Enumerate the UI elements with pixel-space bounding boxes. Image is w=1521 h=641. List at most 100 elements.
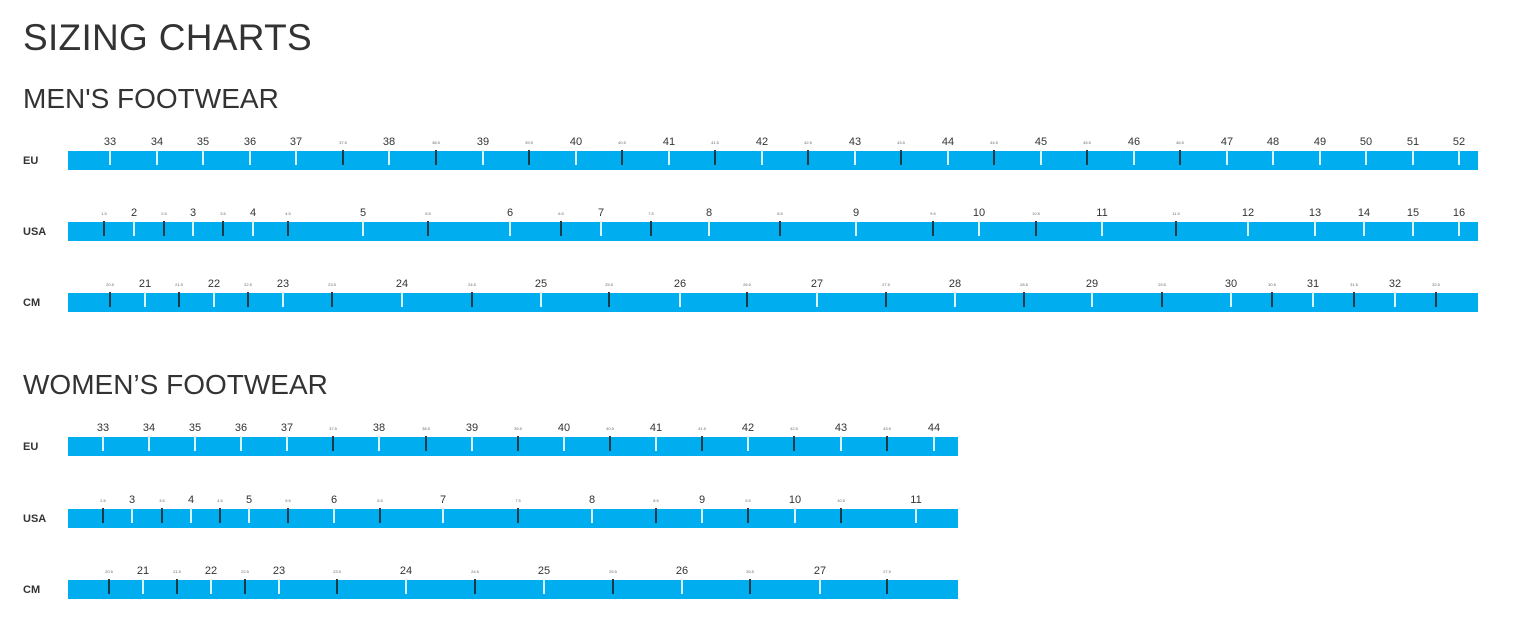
women-cm-tick bbox=[142, 579, 144, 594]
men-usa-tick-label: 13 bbox=[1308, 207, 1322, 219]
men-usa-tick bbox=[1314, 221, 1316, 236]
men-cm-tick-label: 25.5 bbox=[605, 282, 613, 287]
men-cm-tick bbox=[1353, 292, 1355, 307]
men-eu-tick bbox=[1319, 150, 1321, 165]
women-eu-tick bbox=[886, 436, 888, 451]
men-cm-tick-label: 24 bbox=[395, 278, 409, 290]
women-eu-tick-label: 38.5 bbox=[422, 426, 430, 431]
men-cm-tick bbox=[401, 292, 403, 307]
men-cm-tick-label: 30 bbox=[1224, 278, 1238, 290]
women-usa-tick bbox=[794, 508, 796, 523]
men-eu-tick-label: 40 bbox=[569, 136, 583, 148]
women-usa-row-label: USA bbox=[23, 513, 47, 525]
women-cm-tick-label: 27.5 bbox=[883, 569, 891, 574]
women-cm-tick-label: 26.5 bbox=[746, 569, 754, 574]
women-usa-tick bbox=[591, 508, 593, 523]
women-eu-tick-label: 38 bbox=[372, 422, 386, 434]
women-cm-tick bbox=[886, 579, 888, 594]
men-usa-tick-label: 4.5 bbox=[285, 211, 291, 216]
men-cm-tick-label: 22.5 bbox=[244, 282, 252, 287]
women-usa-tick bbox=[190, 508, 192, 523]
women-eu-tick-label: 44 bbox=[927, 422, 941, 434]
women-usa-tick-label: 4.5 bbox=[217, 498, 223, 503]
women-eu-tick bbox=[933, 436, 935, 451]
men-cm-tick-label: 28 bbox=[948, 278, 962, 290]
men-cm-tick bbox=[213, 292, 215, 307]
men-cm-tick-label: 27.5 bbox=[882, 282, 890, 287]
men-eu-tick-label: 35 bbox=[196, 136, 210, 148]
men-usa-tick bbox=[222, 221, 224, 236]
men-eu-tick bbox=[1458, 150, 1460, 165]
women-eu-tick-label: 41.5 bbox=[698, 426, 706, 431]
men-cm-tick-label: 23.5 bbox=[328, 282, 336, 287]
men-usa-tick-label: 11.5 bbox=[1172, 211, 1180, 216]
men-usa-tick bbox=[509, 221, 511, 236]
section-heading-women: WOMEN’S FOOTWEAR bbox=[23, 369, 328, 400]
women-eu-tick bbox=[286, 436, 288, 451]
women-cm-tick bbox=[405, 579, 407, 594]
men-cm-tick-label: 22 bbox=[207, 278, 221, 290]
men-eu-tick-label: 51 bbox=[1406, 136, 1420, 148]
women-usa-tick-label: 10.5 bbox=[837, 498, 845, 503]
men-eu-tick-label: 34 bbox=[150, 136, 164, 148]
men-eu-tick-label: 45.5 bbox=[1083, 140, 1091, 145]
men-usa-tick bbox=[932, 221, 934, 236]
men-usa-tick-label: 16 bbox=[1452, 207, 1466, 219]
women-usa-tick bbox=[442, 508, 444, 523]
men-usa-tick-label: 8.5 bbox=[777, 211, 783, 216]
women-usa-tick-label: 10 bbox=[788, 494, 802, 506]
women-eu-tick-label: 42.5 bbox=[790, 426, 798, 431]
women-cm-tick bbox=[210, 579, 212, 594]
men-eu-tick bbox=[1412, 150, 1414, 165]
men-eu-tick bbox=[528, 150, 530, 165]
women-eu-tick-label: 42 bbox=[741, 422, 755, 434]
women-eu-tick bbox=[148, 436, 150, 451]
men-usa-tick-label: 2 bbox=[130, 207, 138, 219]
women-usa-tick-label: 3 bbox=[128, 494, 136, 506]
men-usa-tick-label: 2.5 bbox=[161, 211, 167, 216]
women-eu-tick bbox=[471, 436, 473, 451]
women-usa-tick bbox=[701, 508, 703, 523]
men-cm-tick-label: 25 bbox=[534, 278, 548, 290]
men-usa-tick-label: 4 bbox=[249, 207, 257, 219]
men-cm-tick bbox=[1230, 292, 1232, 307]
women-eu-tick-label: 34 bbox=[142, 422, 156, 434]
men-cm-tick bbox=[608, 292, 610, 307]
men-eu-tick-label: 52 bbox=[1452, 136, 1466, 148]
men-eu-tick-label: 37 bbox=[289, 136, 303, 148]
women-usa-tick bbox=[161, 508, 163, 523]
men-eu-tick-label: 38.5 bbox=[432, 140, 440, 145]
men-cm-tick bbox=[746, 292, 748, 307]
men-cm-tick bbox=[816, 292, 818, 307]
men-eu-tick-label: 36 bbox=[243, 136, 257, 148]
women-eu-tick bbox=[102, 436, 104, 451]
men-eu-tick bbox=[156, 150, 158, 165]
women-cm-tick bbox=[819, 579, 821, 594]
women-cm-scale-bar bbox=[68, 580, 958, 599]
men-usa-tick bbox=[978, 221, 980, 236]
women-cm-tick bbox=[336, 579, 338, 594]
women-usa-tick-label: 9 bbox=[698, 494, 706, 506]
men-eu-tick bbox=[993, 150, 995, 165]
men-eu-tick-label: 39.5 bbox=[525, 140, 533, 145]
men-cm-tick-label: 31.5 bbox=[1350, 282, 1358, 287]
men-eu-tick bbox=[1086, 150, 1088, 165]
men-eu-tick-label: 38 bbox=[382, 136, 396, 148]
men-eu-tick-label: 37.5 bbox=[339, 140, 347, 145]
men-eu-tick-label: 45 bbox=[1034, 136, 1048, 148]
women-eu-tick bbox=[655, 436, 657, 451]
men-eu-tick bbox=[621, 150, 623, 165]
men-eu-tick-label: 48 bbox=[1266, 136, 1280, 148]
men-usa-tick bbox=[133, 221, 135, 236]
men-usa-tick-label: 5 bbox=[359, 207, 367, 219]
women-cm-tick bbox=[176, 579, 178, 594]
men-cm-tick bbox=[885, 292, 887, 307]
men-eu-tick-label: 44.5 bbox=[990, 140, 998, 145]
men-cm-tick-label: 21 bbox=[138, 278, 152, 290]
men-eu-scale-bar bbox=[68, 151, 1478, 170]
men-eu-row-label: EU bbox=[23, 155, 39, 167]
men-cm-tick bbox=[1091, 292, 1093, 307]
men-usa-tick-label: 9 bbox=[852, 207, 860, 219]
men-eu-tick-label: 43.5 bbox=[897, 140, 905, 145]
men-eu-tick bbox=[1226, 150, 1228, 165]
